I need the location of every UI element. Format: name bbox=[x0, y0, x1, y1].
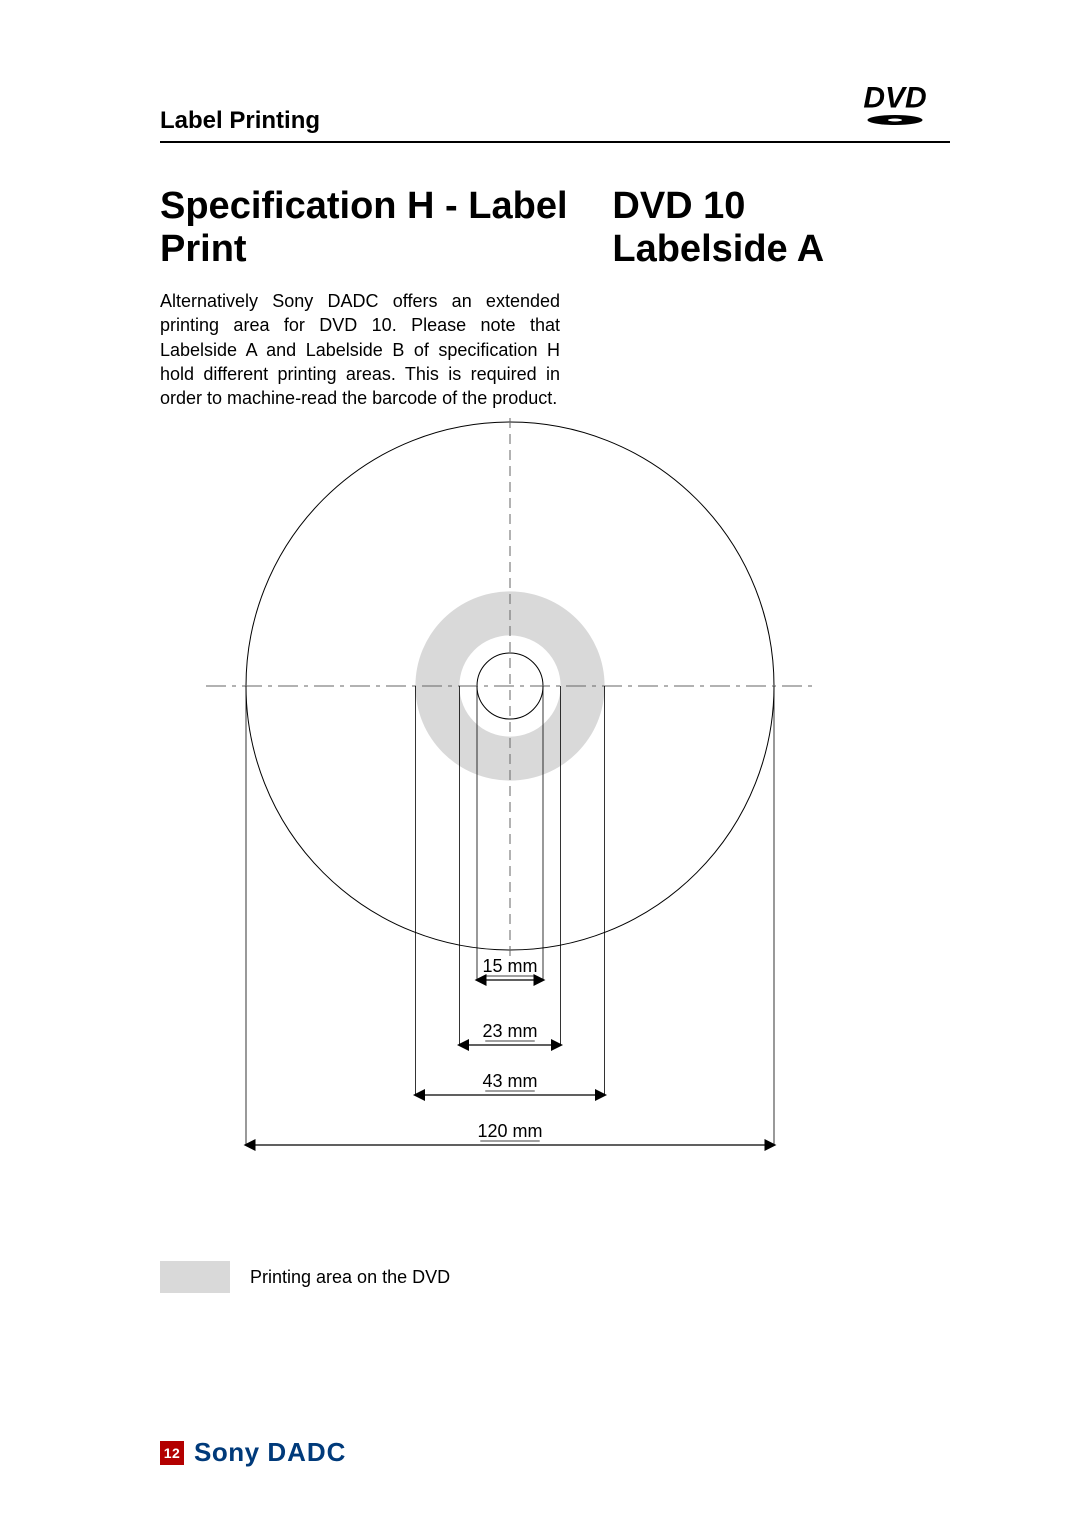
title-right-b: Labelside A bbox=[612, 228, 824, 270]
page-title: Specification H - Label Print DVD 10 Lab… bbox=[160, 185, 950, 271]
page: Label Printing DVD Specification H - Lab… bbox=[0, 0, 1080, 1528]
intro-paragraph: Alternatively Sony DADC offers an extend… bbox=[160, 289, 560, 410]
svg-text:DVD: DVD bbox=[863, 82, 926, 115]
brand-dadc: DADC bbox=[267, 1437, 346, 1467]
dvd-logo: DVD bbox=[840, 80, 950, 135]
section-label: Label Printing bbox=[160, 107, 320, 135]
page-number-badge: 12 bbox=[160, 1441, 184, 1465]
footer: 12 Sony DADC bbox=[160, 1437, 346, 1468]
svg-text:15 mm: 15 mm bbox=[482, 956, 537, 976]
brand-sony: Sony bbox=[194, 1437, 260, 1467]
title-right-a: DVD 10 bbox=[612, 185, 745, 227]
title-left: Specification H - Label Print bbox=[160, 185, 612, 271]
legend-label: Printing area on the DVD bbox=[250, 1267, 450, 1288]
page-header: Label Printing DVD bbox=[160, 80, 950, 143]
svg-text:120 mm: 120 mm bbox=[477, 1121, 542, 1141]
page-number: 12 bbox=[164, 1445, 181, 1461]
brand-logo: Sony DADC bbox=[194, 1437, 346, 1468]
dvd-diagram: 15 mm 23 mm 43 mm 120 mm bbox=[160, 416, 930, 1181]
title-right: DVD 10 Labelside A bbox=[612, 185, 950, 271]
legend: Printing area on the DVD bbox=[160, 1261, 950, 1293]
svg-text:23 mm: 23 mm bbox=[482, 1021, 537, 1041]
legend-swatch bbox=[160, 1261, 230, 1293]
svg-text:43 mm: 43 mm bbox=[482, 1071, 537, 1091]
